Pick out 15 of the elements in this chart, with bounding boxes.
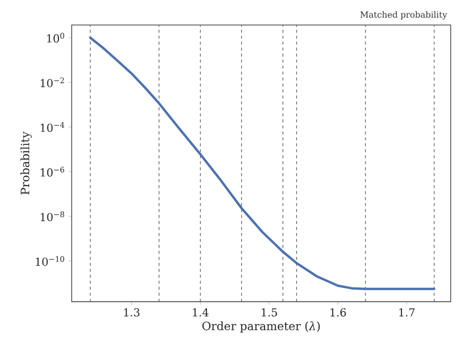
x-tick-label: 1.7	[399, 308, 415, 316]
x-tick-label: 1.4	[192, 308, 208, 316]
x-axis-title: Order parameter (λ)	[202, 321, 320, 332]
y-tick-label: 10$^{0}$	[47, 32, 64, 43]
x-tick-label: 1.6	[330, 308, 346, 316]
line-series	[89, 36, 436, 290]
y-tick-label: 10$^{−6}$	[40, 166, 64, 177]
y-axis-title: Probability	[20, 132, 32, 195]
y-tick-label: 10$^{−10}$	[36, 256, 64, 266]
y-tick-label: 10$^{−4}$	[40, 122, 64, 132]
y-tick-label: 10$^{−2}$	[40, 77, 64, 88]
y-tick-label: 10$^{−8}$	[40, 211, 64, 222]
x-tick-label: 1.5	[262, 308, 277, 316]
x-tick-label: 1.3	[124, 308, 140, 316]
chart-title: Matched probability	[360, 11, 448, 20]
